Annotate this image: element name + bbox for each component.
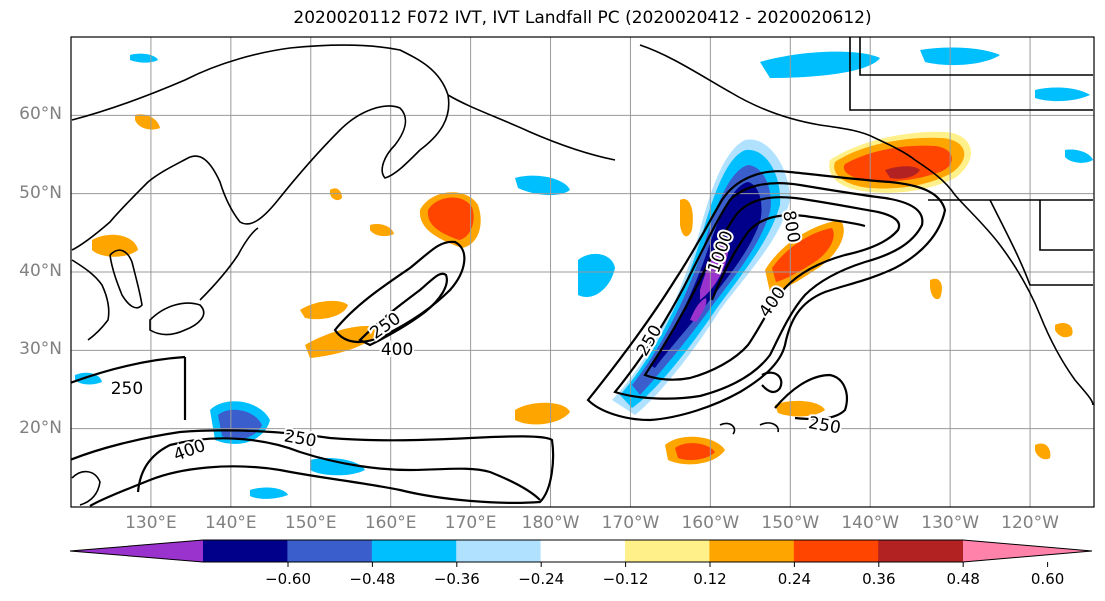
contour-label-text: 250 [111, 379, 143, 399]
colorbar-segment [878, 540, 964, 562]
latitude-label: 30°N [19, 339, 62, 360]
latitude-label: 20°N [19, 417, 62, 438]
longitude-label: 150°W [761, 513, 820, 533]
figure-title: 2020020112 F072 IVT, IVT Landfall PC (20… [293, 8, 872, 28]
colorbar-segment [540, 540, 626, 562]
colorbar-segment [793, 540, 879, 562]
longitude-label: 180°W [521, 513, 580, 533]
colorbar-segment [203, 540, 288, 562]
colorbar-tick-label: 0.48 [946, 570, 980, 588]
colorbar-segment [625, 540, 710, 562]
longitude-label: 130°E [125, 513, 177, 533]
longitude-label: 120°W [1001, 513, 1059, 533]
contour-label: 250 [280, 424, 319, 453]
map-frame [70, 36, 1095, 508]
colorbar-tick-label: −0.12 [602, 570, 649, 588]
latitude-label: 50°N [19, 182, 62, 203]
coastlines [71, 37, 1094, 506]
contour-label: 400 [379, 338, 415, 362]
lat-lon-gridlines [71, 37, 1094, 507]
colorbar-outline [69, 539, 1093, 563]
colorbar-extend-min [70, 540, 203, 562]
longitude-label: 140°E [204, 513, 257, 533]
colorbar-tick-label: −0.24 [518, 570, 565, 588]
ivt-contours [71, 170, 947, 507]
colorbar-segment [709, 540, 795, 562]
contour-label-text: 400 [381, 340, 413, 360]
longitude-label: 160°W [681, 513, 740, 533]
latitude-label: 60°N [19, 104, 62, 125]
contour-label: 400 [169, 434, 210, 468]
contour-label-text: 250 [807, 413, 842, 438]
colorbar-tick-label: 0.36 [862, 570, 896, 588]
longitude-label: 160°E [364, 513, 417, 533]
longitude-label: 170°W [601, 513, 660, 533]
colorbar-segment [287, 540, 373, 562]
contour-label-text: 250 [282, 426, 317, 451]
contour-label-text: 800 [778, 209, 803, 244]
longitude-label: 150°E [284, 513, 337, 533]
colorbar-tick-label: 0.60 [1030, 570, 1065, 588]
contour-label: 250 [109, 377, 145, 401]
colorbar [69, 539, 1093, 567]
contour-label-text: 400 [171, 436, 208, 466]
contour-label: 250 [805, 411, 844, 440]
longitude-label: 140°W [841, 513, 900, 533]
colorbar-tick-label: −0.48 [349, 570, 396, 588]
colorbar-tick-label: −0.60 [265, 570, 311, 588]
contour-label: 800 [776, 207, 805, 246]
colorbar-tick-label: 0.12 [693, 570, 727, 588]
latitude-label: 40°N [19, 261, 62, 281]
colorbar-extend-max [963, 540, 1092, 562]
colorbar-tick-label: 0.24 [777, 570, 812, 588]
colorbar-tick-label: −0.36 [433, 570, 480, 588]
longitude-label: 170°E [444, 513, 497, 533]
colorbar-segment [456, 540, 542, 562]
colorbar-segment [371, 540, 457, 562]
longitude-label: 130°W [921, 513, 980, 533]
